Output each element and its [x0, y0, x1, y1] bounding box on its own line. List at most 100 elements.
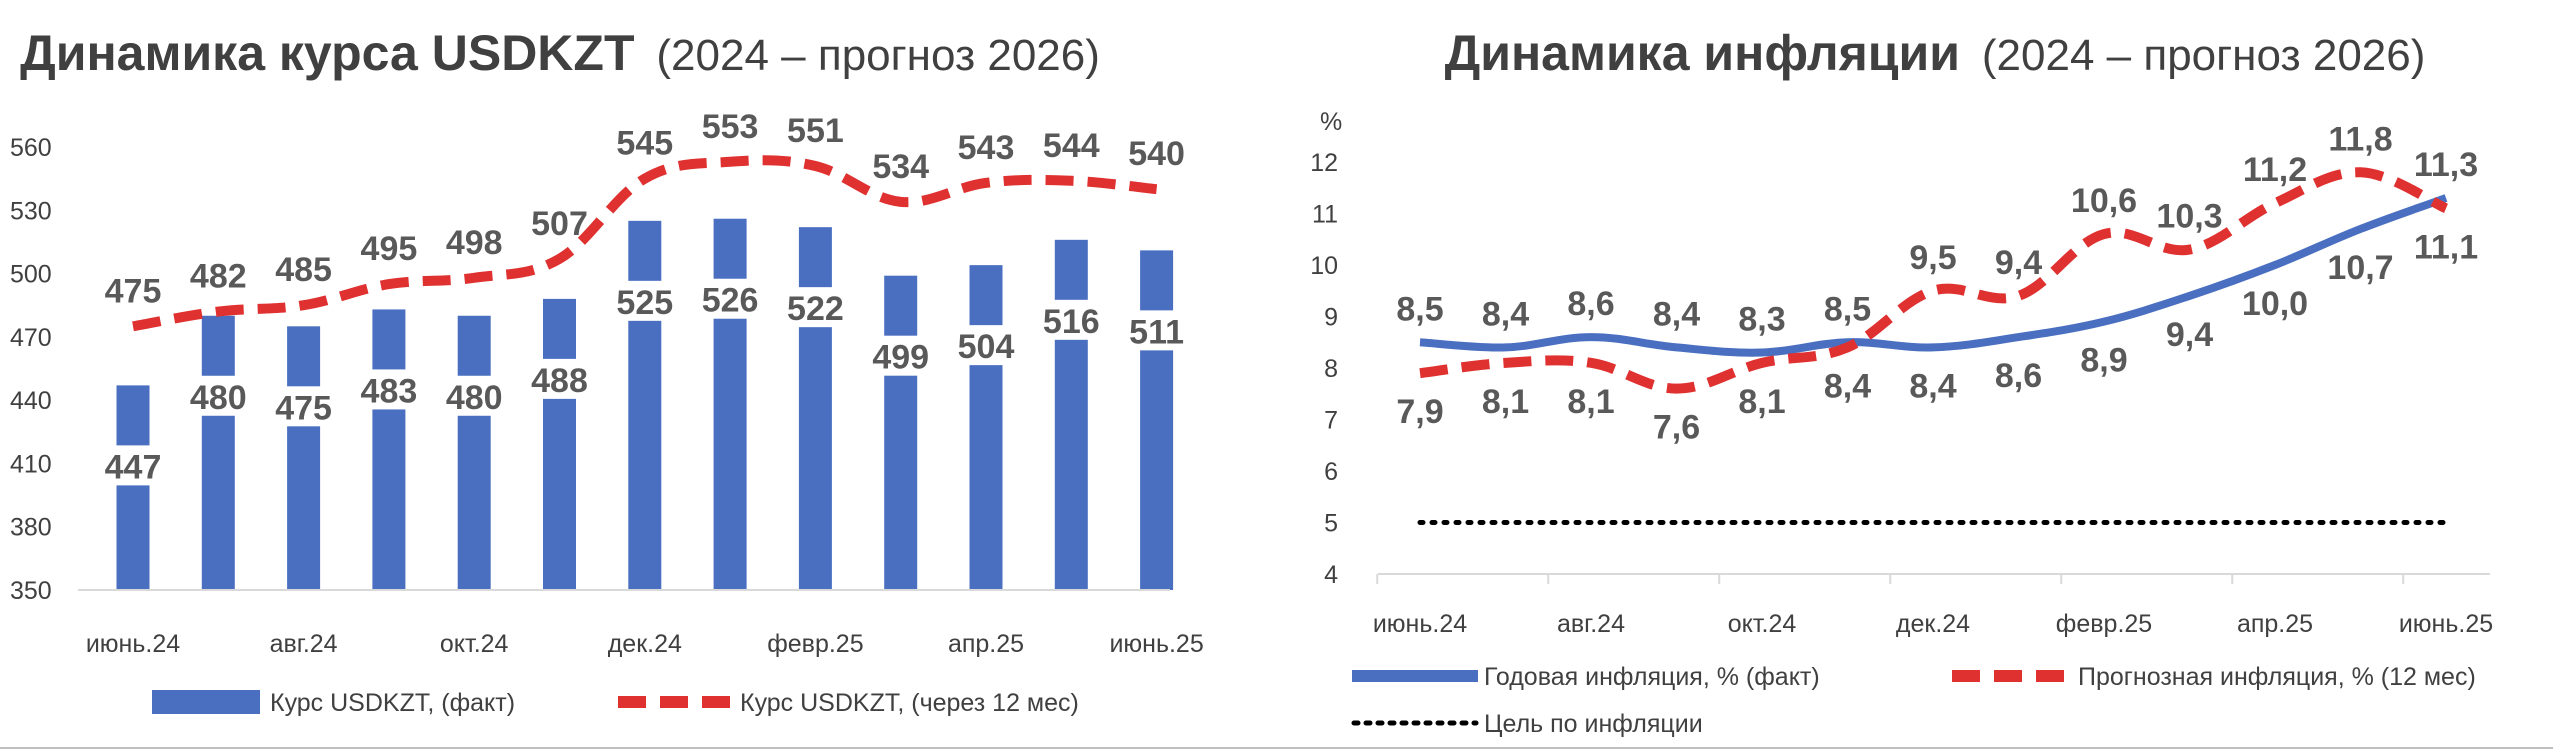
inflation-forecast-label: 9,5: [1909, 239, 1956, 277]
usdkzt-bar-label-bg: [527, 358, 592, 399]
legend-label-inflation-forecast: Прогнозная инфляция, % (12 мес): [2078, 663, 2476, 691]
usdkzt-line-label: 544: [1043, 127, 1100, 165]
legend-label-inflation-fact: Годовая инфляция, % (факт): [1484, 663, 1820, 691]
inflation-forecast-path: [1419, 167, 2449, 394]
usdkzt-bars: [116, 218, 1174, 591]
usdkzt-line-label: 482: [190, 258, 247, 296]
inflation-legend: Годовая инфляция, % (факт) Прогнозная ин…: [1351, 663, 2476, 738]
y-tick-label: 500: [10, 261, 52, 289]
inflation-actual-label: 8,5: [1824, 290, 1871, 328]
inflation-title-sub: (2024 – прогноз 2026): [1982, 31, 2425, 80]
usdkzt-bar-label-bg: [868, 335, 933, 376]
usdkzt-line-label: 507: [531, 205, 588, 243]
usdkzt-bar-label: 447: [105, 448, 162, 486]
usdkzt-line-label: 495: [361, 230, 418, 268]
usdkzt-line-label: 540: [1128, 135, 1185, 173]
inflation-forecast-label: 8,1: [1567, 383, 1614, 421]
x-tick-label: апр.25: [2237, 610, 2313, 638]
usdkzt-line-label: 534: [872, 148, 929, 186]
usdkzt-bar-label: 475: [275, 389, 332, 427]
x-tick-label: апр.25: [948, 630, 1024, 658]
usdkzt-line-labels: 475 482 485 495 498 507 545 553 551 534 543 544 540: [105, 108, 1185, 311]
usdkzt-line-label: 553: [702, 108, 759, 146]
x-tick-label: июнь.24: [86, 630, 180, 658]
inflation-chart: Динамика инфляции (2024 – прогноз 2026) …: [1310, 25, 2493, 738]
usdkzt-bar-label-bg: [186, 375, 251, 416]
y-tick-label: 5: [1324, 510, 1338, 538]
inflation-actual-label: 8,5: [1396, 290, 1443, 328]
usdkzt-bar-label: 526: [702, 282, 759, 320]
y-tick-label: 12: [1310, 149, 1338, 177]
usdkzt-bar: [1140, 250, 1174, 590]
y-tick-label: 4: [1324, 561, 1338, 589]
y-tick-label: 470: [10, 324, 52, 352]
usdkzt-bar-label-bg: [954, 325, 1018, 366]
y-tick-label: 10: [1310, 252, 1338, 280]
usdkzt-bar: [116, 385, 150, 590]
usdkzt-forecast-path: [132, 155, 1158, 332]
x-tick-label: дек.24: [1896, 610, 1970, 638]
y-tick-label: 560: [10, 134, 52, 162]
inflation-point-labels: 8,5 8,4 8,6 8,4 8,3 8,5 8,4 8,6 8,9 9,4 10,0 10,7 11…: [1396, 120, 2478, 446]
inflation-forecast-label: 11,2: [2243, 151, 2307, 189]
inflation-forecast-line: [1419, 167, 2449, 394]
usdkzt-bar-label-bg: [101, 445, 165, 486]
usdkzt-bar-label: 522: [787, 290, 844, 328]
inflation-forecast-label: 7,6: [1653, 409, 1700, 447]
usdkzt-legend: Курс USDKZT, (факт) Курс USDKZT, (через …: [152, 689, 1079, 717]
usdkzt-bar: [1054, 239, 1088, 591]
usdkzt-x-axis: июнь.24 авг.24 окт.24 дек.24 февр.25 апр.25 ию…: [86, 630, 1204, 658]
usdkzt-chart: Динамика курса USDKZT (2024 – прогноз 20…: [10, 25, 1204, 717]
usdkzt-y-axis: 350 380 410 440 470 500 530 560: [10, 134, 52, 605]
usdkzt-title-sub: (2024 – прогноз 2026): [656, 31, 1099, 80]
inflation-forecast-label: 7,9: [1396, 393, 1443, 431]
x-tick-label: февр.25: [2056, 610, 2152, 638]
usdkzt-bar-label-bg: [1039, 299, 1104, 340]
inflation-actual-label: 8,6: [1995, 357, 2042, 395]
usdkzt-bar: [884, 275, 918, 590]
x-tick-label: авг.24: [270, 630, 338, 658]
inflation-y-axis: 4 5 6 7 8 9 10 11 12: [1310, 149, 1338, 589]
usdkzt-bar-label-bg: [356, 369, 421, 410]
y-tick-label: 410: [10, 450, 52, 478]
legend-label-usdkzt-forecast: Курс USDKZT, (через 12 мес): [740, 689, 1079, 717]
usdkzt-bar-label: 511: [1129, 313, 1184, 351]
x-tick-label: февр.25: [767, 630, 863, 658]
usdkzt-line-label: 543: [958, 129, 1015, 167]
usdkzt-line-label: 485: [275, 251, 332, 289]
usdkzt-line-label: 545: [616, 125, 673, 163]
x-tick-label: окт.24: [440, 630, 509, 658]
usdkzt-line-label: 498: [446, 224, 503, 262]
usdkzt-bar-label: 504: [958, 328, 1015, 366]
usdkzt-title-main: Динамика курса USDKZT: [20, 25, 634, 81]
usdkzt-bar: [457, 315, 491, 590]
inflation-forecast-label: 9,4: [1995, 244, 2042, 282]
inflation-actual-label: 8,6: [1567, 285, 1614, 323]
inflation-x-ticks: [1376, 574, 2405, 584]
usdkzt-line-label: 475: [105, 272, 162, 310]
x-tick-label: окт.24: [1728, 610, 1797, 638]
usdkzt-bar: [798, 227, 832, 590]
inflation-actual-label: 8,4: [1909, 367, 1956, 405]
inflation-forecast-label: 8,1: [1738, 383, 1785, 421]
x-tick-label: авг.24: [1557, 610, 1625, 638]
inflation-forecast-label: 8,4: [1824, 367, 1871, 405]
y-tick-label: 7: [1324, 407, 1338, 435]
legend-label-usdkzt-fact: Курс USDKZT, (факт): [270, 689, 515, 717]
inflation-actual-label: 10,7: [2327, 249, 2393, 287]
usdkzt-bar-label-bg: [442, 375, 507, 416]
usdkzt-bar-label-bg: [698, 278, 763, 319]
usdkzt-bar-label: 488: [531, 362, 588, 400]
usdkzt-bar: [372, 309, 406, 590]
usdkzt-bar-label-bg: [612, 280, 677, 321]
inflation-actual-label: 10,0: [2242, 285, 2308, 323]
usdkzt-bar-label: 480: [446, 379, 503, 417]
x-tick-label: июнь.25: [1109, 630, 1203, 658]
usdkzt-bar-label-bg: [271, 386, 336, 427]
y-tick-label: 350: [10, 577, 52, 605]
x-tick-label: июнь.24: [1373, 610, 1467, 638]
inflation-actual-label: 11,3: [2414, 146, 2478, 184]
legend-label-inflation-target: Цель по инфляции: [1484, 710, 1703, 738]
inflation-actual-path: [1419, 194, 2448, 357]
